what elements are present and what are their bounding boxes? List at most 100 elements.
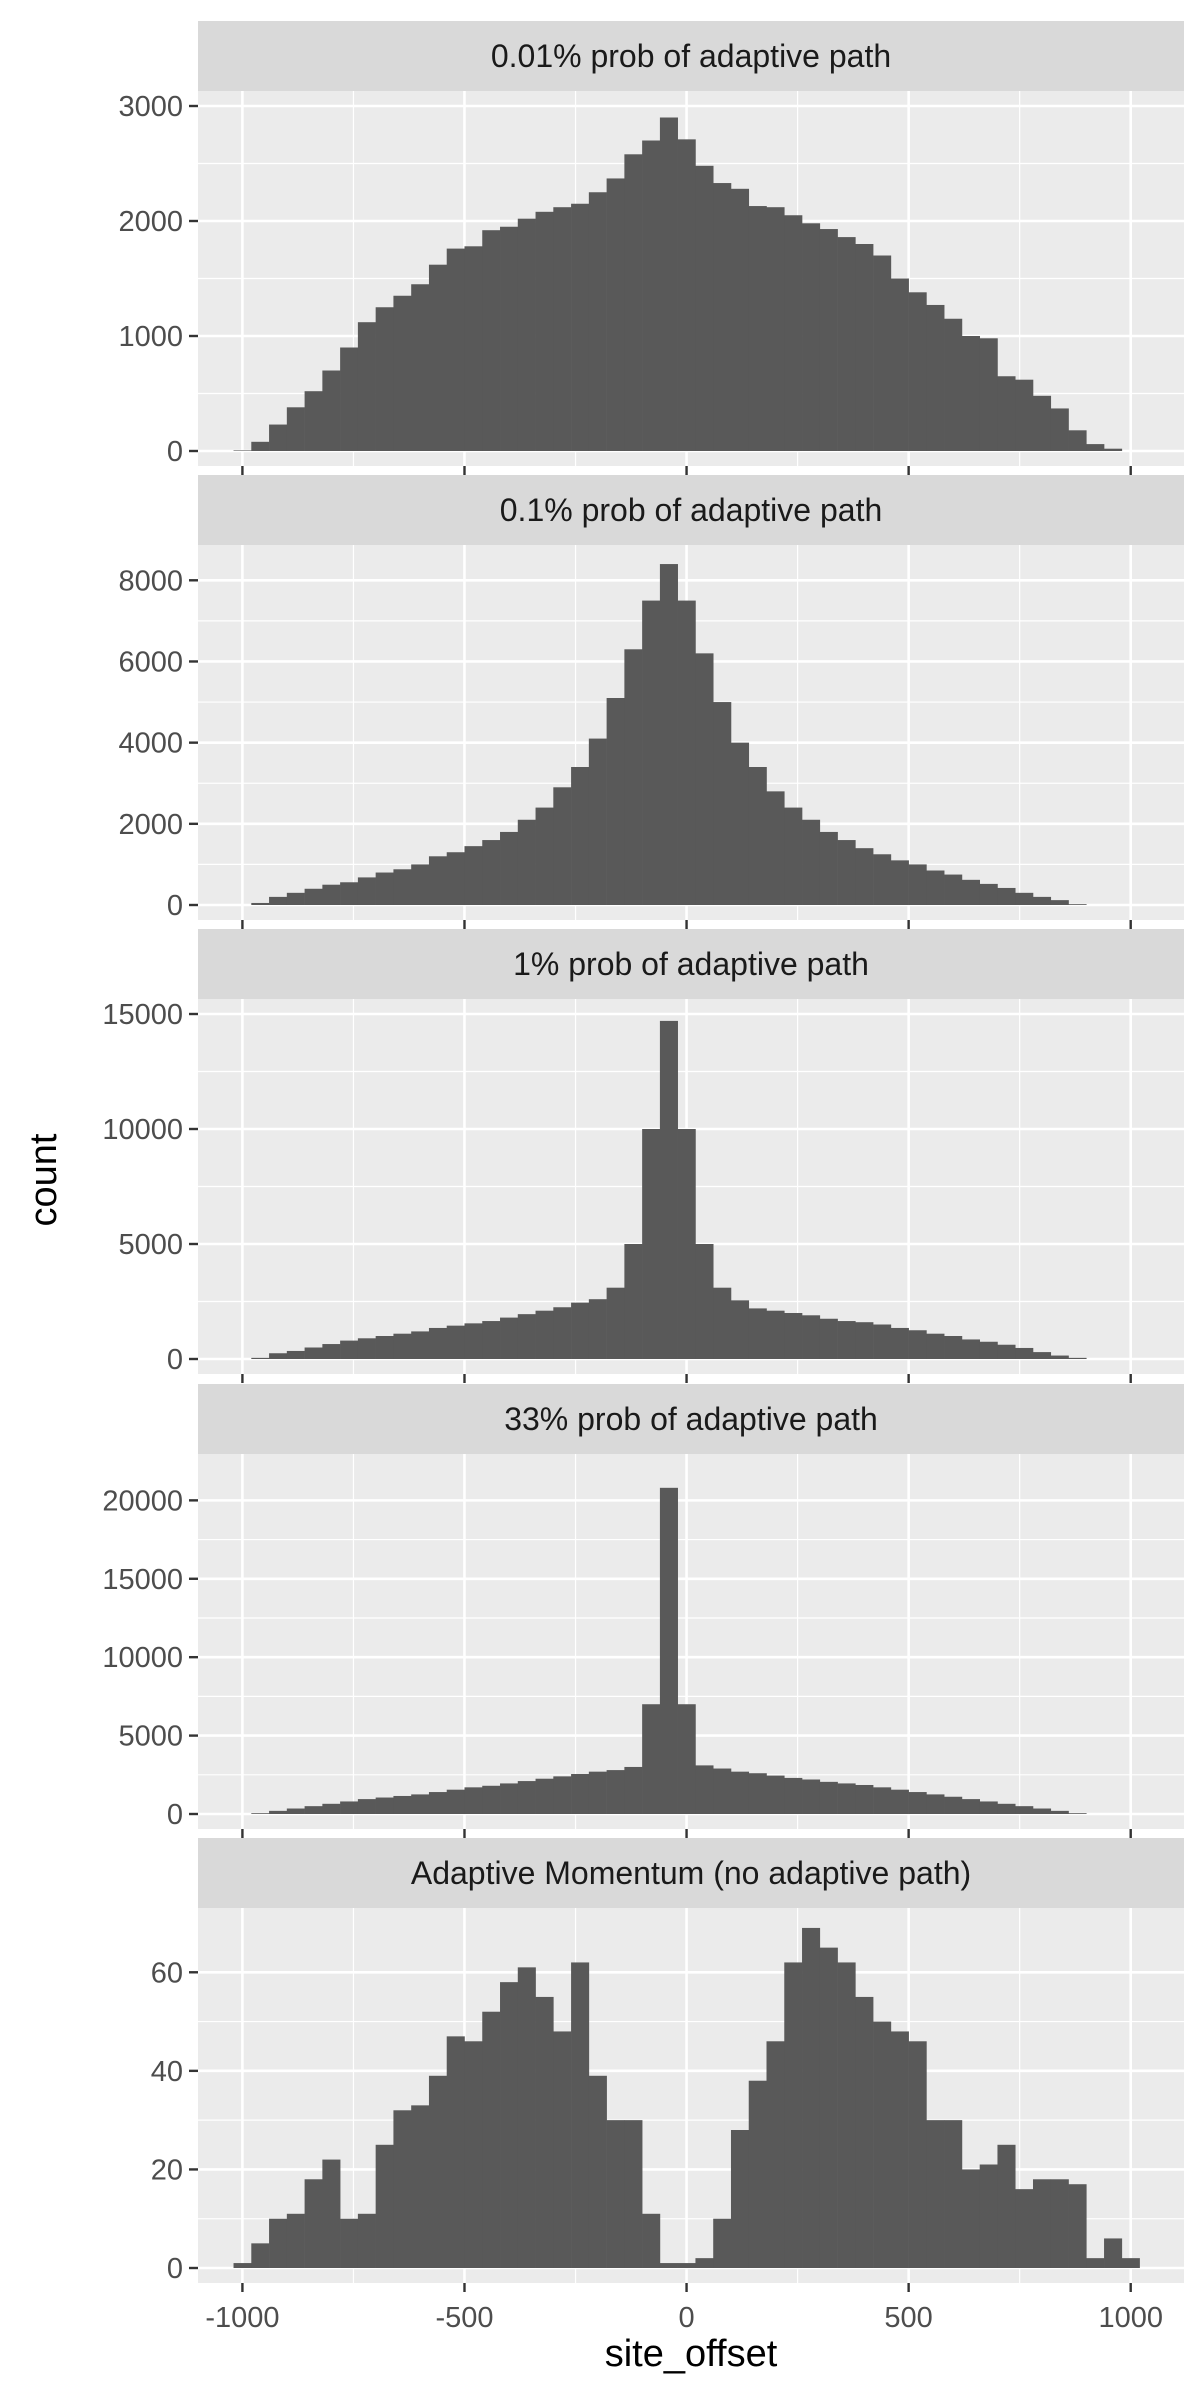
facet-strip [198, 21, 1184, 91]
histogram-bar [535, 1310, 554, 1359]
histogram-bar [322, 1344, 341, 1359]
histogram-bar [713, 702, 732, 905]
histogram-bar [304, 1806, 323, 1814]
y-tick-label: 5000 [118, 1721, 183, 1753]
histogram-bar [766, 1775, 785, 1814]
histogram-bar [784, 215, 803, 451]
histogram-bar [677, 139, 696, 451]
histogram-bar [446, 248, 465, 451]
histogram-bar [624, 1244, 643, 1359]
histogram-bar [837, 840, 856, 905]
facet-strip-label: 0.1% prob of adaptive path [500, 492, 883, 528]
histogram-bar [713, 1768, 732, 1814]
facet-strip [198, 475, 1184, 545]
histogram-bar [926, 2120, 945, 2268]
histogram-bar [464, 246, 483, 451]
facet-strip [198, 1384, 1184, 1454]
histogram-bar [659, 564, 678, 905]
histogram-bar [606, 178, 625, 451]
facet-strip [198, 1838, 1184, 1908]
x-tick-label: -500 [435, 2302, 493, 2334]
histogram-bar [553, 2031, 572, 2268]
histogram-bar [322, 370, 341, 451]
histogram-bar [1050, 1355, 1069, 1359]
histogram-bar [1050, 2179, 1069, 2268]
y-tick-label: 4000 [118, 728, 183, 760]
histogram-bar [997, 2144, 1016, 2268]
histogram-bar [446, 2036, 465, 2268]
histogram-bar [730, 1771, 750, 1814]
histogram-bar [304, 2179, 323, 2268]
histogram-bar [1086, 444, 1105, 451]
x-tick-label: -1000 [205, 2302, 279, 2334]
histogram-bar [926, 870, 945, 905]
facet-panel-2: 0.1% prob of adaptive path 0 2000 4000 6000 8… [118, 475, 1184, 929]
histogram-bar [908, 2041, 927, 2268]
facet-panel-1: 0.01% prob of adaptive path 0 1000 2000 3000 [118, 21, 1184, 475]
y-tick-label: 10000 [102, 1114, 183, 1146]
x-axis: -1000 -500 0 500 1000 [205, 2302, 1163, 2334]
histogram-bar [997, 1803, 1016, 1814]
facet-strip-label: 33% prob of adaptive path [504, 1401, 878, 1437]
histogram-bar [606, 1770, 625, 1814]
histogram-bar [375, 1336, 394, 1359]
histogram-bar [482, 1785, 501, 1814]
histogram-bar [1032, 2179, 1052, 2268]
y-tick-label: 3000 [118, 91, 183, 123]
histogram-bar [606, 2120, 625, 2268]
histogram-bar [890, 278, 909, 451]
histogram-bar [482, 1321, 501, 1359]
histogram-bar [659, 1020, 678, 1359]
histogram-bar [500, 831, 519, 905]
histogram-bar [340, 1340, 359, 1359]
histogram-bar [730, 1300, 750, 1359]
histogram-bar [677, 600, 696, 905]
histogram-bar [535, 807, 554, 905]
y-tick-label: 0 [167, 2253, 183, 2285]
histogram-bar [713, 1287, 732, 1359]
histogram-bar [784, 1313, 803, 1359]
histogram-bar [340, 347, 359, 451]
y-tick-label: 0 [167, 1799, 183, 1831]
y-tick-label: 6000 [118, 646, 183, 678]
histogram-bar [428, 1792, 448, 1814]
histogram-bar [428, 264, 448, 451]
y-tick-label: 1000 [118, 321, 183, 353]
histogram-bar [482, 2011, 501, 2268]
histogram-bar [624, 1766, 643, 1814]
histogram-bar [961, 1799, 980, 1814]
histogram-bar [1015, 892, 1034, 905]
histogram-bar [571, 1302, 590, 1359]
histogram-bar [695, 165, 714, 452]
histogram-bar [606, 698, 625, 905]
histogram-bar [873, 1324, 892, 1359]
histogram-bar [517, 218, 536, 451]
histogram-bar [446, 852, 465, 905]
histogram-bar [979, 883, 998, 905]
histogram-bar [979, 1801, 998, 1814]
histogram-bar [1068, 2184, 1087, 2268]
histogram-bar [411, 1331, 430, 1359]
histogram-bar [322, 1803, 341, 1814]
y-tick-label: 8000 [118, 565, 183, 597]
histogram-bar [642, 2213, 661, 2268]
histogram-bar [535, 1996, 554, 2268]
histogram-bar [464, 1323, 483, 1359]
y-tick-label: 15000 [102, 1564, 183, 1596]
histogram-bar [748, 767, 767, 905]
histogram-bar [784, 1962, 803, 2268]
histogram-bar [428, 1327, 448, 1359]
histogram-bar [464, 1787, 483, 1814]
histogram-bar [802, 819, 821, 905]
histogram-bar [322, 884, 341, 905]
histogram-bar [819, 831, 838, 905]
histogram-bar [571, 1774, 590, 1814]
histogram-bar [1015, 2189, 1034, 2268]
facet-strip-label: Adaptive Momentum (no adaptive path) [411, 1855, 971, 1891]
histogram-bar [571, 767, 590, 905]
histogram-bar [535, 211, 554, 451]
histogram-bar [482, 840, 501, 905]
histogram-bar [1068, 1357, 1087, 1359]
histogram-bar [1050, 900, 1069, 905]
y-tick-label: 10000 [102, 1642, 183, 1674]
